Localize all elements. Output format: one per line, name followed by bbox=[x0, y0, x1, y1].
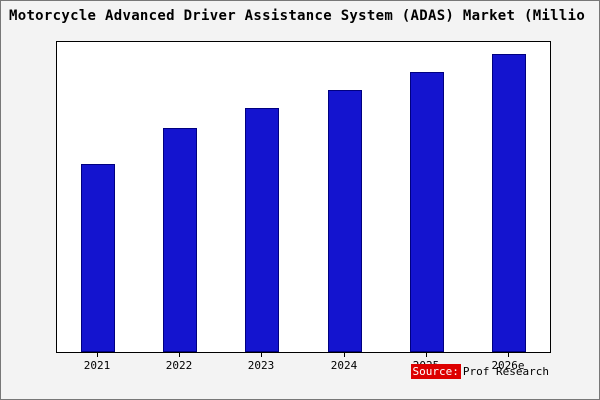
x-tick-label: 2021 bbox=[83, 359, 111, 372]
bar-2024 bbox=[328, 90, 362, 352]
bar-2025 bbox=[410, 72, 444, 352]
x-tick bbox=[179, 353, 180, 357]
x-tick bbox=[508, 353, 509, 357]
x-tick bbox=[97, 353, 98, 357]
bar-2021 bbox=[81, 164, 115, 352]
bar-2022 bbox=[163, 128, 197, 352]
plot-area bbox=[56, 41, 551, 353]
chart-title: Motorcycle Advanced Driver Assistance Sy… bbox=[9, 8, 586, 24]
x-tick bbox=[261, 353, 262, 357]
source-line: Source: Prof Research bbox=[410, 364, 549, 379]
x-tick-label: 2024 bbox=[330, 359, 358, 372]
source-text: Prof Research bbox=[462, 365, 549, 378]
x-tick bbox=[344, 353, 345, 357]
source-prefix-badge: Source: bbox=[410, 364, 461, 379]
x-tick-label: 2022 bbox=[165, 359, 193, 372]
x-tick bbox=[426, 353, 427, 357]
x-tick-label: 2023 bbox=[247, 359, 275, 372]
bar-2023 bbox=[245, 108, 279, 352]
x-tick-label: 2026e bbox=[491, 359, 525, 372]
bar-2026e bbox=[492, 54, 526, 352]
